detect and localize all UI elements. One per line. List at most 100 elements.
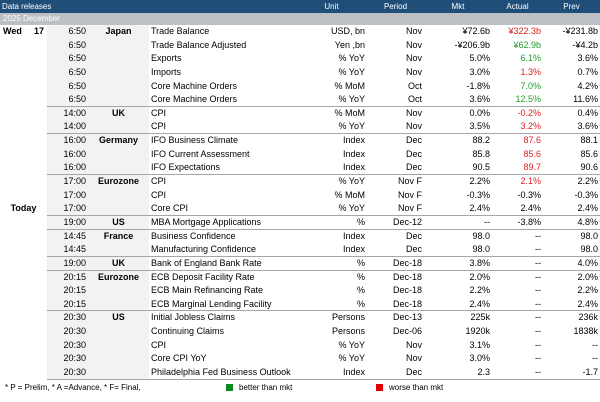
better-label: better than mkt [239,382,293,392]
time-cell: 17:00 [47,188,88,203]
table-header: Data releases Unit Period Mkt Actual Pre… [0,0,600,13]
unit-cell: % [356,271,365,282]
time-cell: 6:50 [47,52,88,66]
unit-cell: % YoY [296,120,367,135]
actual-cell: 2.1% [520,176,541,187]
mkt-cell: 2.4% [424,202,492,216]
mkt-cell: -¥206.9b [454,39,490,50]
time-cell: 14:45 [47,243,88,257]
prev-cell: -¥231.8b [562,26,598,36]
event-cell: Exports [151,53,182,64]
time-cell: 17:00 [47,202,88,216]
prev-cell: -- [592,339,598,350]
unit-cell: % YoY [338,66,365,77]
event-cell: CPI [151,176,167,187]
country-cell [88,243,149,257]
better-swatch [226,383,233,391]
mkt-cell: 5.0% [469,53,490,64]
actual-cell: -0.3% [517,189,541,200]
actual-cell: -- [535,339,541,350]
country-cell [88,120,149,135]
time-cell: 19:00 [47,215,88,230]
releases-grid: Wed 17 Today 6:50 Japan Trade Balance USD, bn N… [0,25,600,380]
time-cell: 20:30 [47,338,88,353]
weekday: Wed [3,26,22,36]
country-cell: UK [88,256,149,271]
actual-cell: 1.3% [520,66,541,77]
mkt-cell: 3.1% [469,339,490,350]
time-cell: 19:00 [47,256,88,271]
actual-cell: -- [492,243,543,257]
time-cell: 6:50 [47,93,88,107]
prev-cell: 3.6% [577,53,598,64]
mkt-cell: 90.5 [424,161,492,176]
prev-cell: 2.2% [577,176,598,187]
mkt-cell: 3.0% [469,353,490,364]
actual-cell: -- [535,326,541,337]
time-cell: 20:30 [47,366,88,380]
unit-cell: % YoY [338,53,365,64]
mkt-cell: 2.2% [469,176,490,187]
event-cell: CPI [151,107,167,118]
mkt-cell: 88.2 [472,135,490,146]
actual-cell: -- [535,230,541,241]
prev-cell: -- [592,353,598,364]
mkt-cell: 98.0 [472,230,490,241]
unit-cell: Yen ,bn [334,39,365,50]
actual-cell: -- [535,285,541,296]
column-header-mkt: Mkt [451,2,465,11]
actual-cell: ¥322.3b [508,26,541,36]
actual-cell: 87.6 [523,135,541,146]
prev-cell: 4.8% [543,216,600,230]
worse-swatch [376,383,383,391]
period-cell: Dec-18 [392,285,422,296]
country-cell: US [88,311,149,326]
unit-cell: % [296,298,367,312]
event-cell: CPI [149,120,296,135]
event-cell: ECB Deposit Facility Rate [151,271,255,282]
mkt-cell: 98.0 [424,243,492,257]
event-cell: Continuing Claims [151,326,225,337]
prev-cell: 4.0% [543,257,600,271]
time-cell: 17:00 [47,175,88,189]
unit-cell: Persons [331,312,365,323]
country-cell [88,352,149,367]
event-cell: Manufacturing Confidence [149,243,296,257]
event-cell: ECB Marginal Lending Facility [149,298,296,312]
unit-cell: % MoM [334,80,365,91]
country-cell [88,284,149,298]
period-cell: Nov [405,39,422,50]
actual-cell: -3.8% [492,216,543,230]
prev-cell: -0.3% [574,189,598,200]
period-cell: Dec-18 [367,257,424,271]
period-cell: Nov [405,107,422,118]
country-cell: US [88,215,149,230]
time-cell: 16:00 [47,134,88,148]
event-cell: Core CPI [149,202,296,216]
prev-cell: 1838k [573,326,598,337]
column-header-prev: Prev [563,2,580,11]
mkt-cell: -- [424,216,492,230]
unit-cell: % [356,285,365,296]
unit-cell: Index [296,161,367,176]
unit-cell: % [296,257,367,271]
prev-cell: -1.7 [543,366,600,380]
mkt-cell: 2.0% [469,271,490,282]
event-cell: Philadelphia Fed Business Outlook [149,366,296,380]
time-cell: 6:50 [47,79,88,94]
time-cell: 16:00 [47,161,88,176]
event-cell: CPI [151,189,167,200]
prev-cell: 98.0 [543,243,600,257]
actual-cell: 85.6 [523,148,541,159]
time-cell: 14:00 [47,106,88,121]
period-cell: Nov [405,353,422,364]
period-cell: Oct [407,80,422,91]
country-cell: UK [88,106,149,121]
country-cell [88,202,149,216]
period-cell: Nov F [367,202,424,216]
time-cell: 20:15 [47,284,88,298]
country-cell: Eurozone [88,270,149,285]
event-cell: Bank of England Bank Rate [149,257,296,271]
column-header-unit: Unit [324,2,339,11]
mkt-cell: -1.8% [466,80,490,91]
